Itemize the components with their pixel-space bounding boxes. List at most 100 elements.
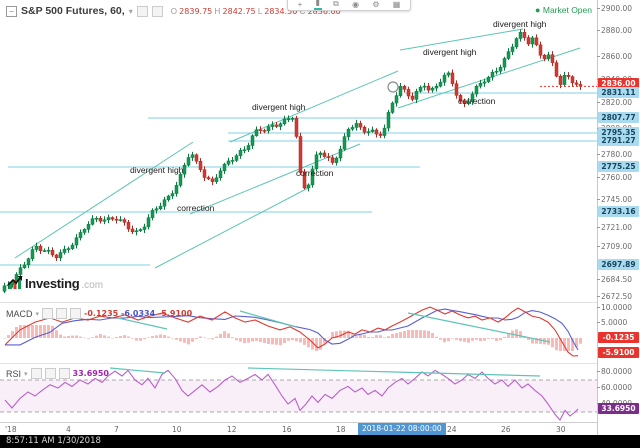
macd-histogram-bar <box>319 338 322 350</box>
rsi-divergence-line <box>247 367 541 377</box>
price-tick-label: 2721.00 <box>596 223 633 232</box>
candle-body <box>38 245 43 251</box>
rsi-divergence-line <box>109 367 166 374</box>
candle-body <box>158 205 163 209</box>
candle-body <box>286 118 291 120</box>
trash-icon[interactable]: ▦ <box>392 0 401 9</box>
macd-histogram-bar <box>347 330 350 338</box>
plus-icon[interactable]: + <box>297 0 303 9</box>
macd-histogram-bar <box>91 337 94 338</box>
time-tick-label: 30 <box>556 425 566 434</box>
price-tick-label: 2672.50 <box>596 292 633 301</box>
macd-settings-icon[interactable] <box>42 308 54 319</box>
trendline <box>154 186 311 269</box>
macd-histogram-bar <box>355 336 358 338</box>
annotation-correction: correction <box>177 203 215 213</box>
macd-histogram-bar <box>379 335 382 338</box>
chevron-down-icon[interactable]: ▾ <box>128 6 133 16</box>
candle-body <box>282 118 287 124</box>
collapse-icon[interactable]: − <box>6 5 17 17</box>
candle-body <box>398 86 403 96</box>
rsi-close-icon[interactable] <box>58 368 70 379</box>
rsi-eye-icon[interactable] <box>44 368 56 379</box>
macd-histogram-bar <box>255 338 258 341</box>
candle-body <box>170 193 175 197</box>
macd-histogram-bar <box>211 338 214 340</box>
macd-histogram-bar <box>71 335 74 338</box>
candle-body <box>458 95 463 102</box>
status-dot-icon: ● <box>535 5 541 15</box>
candle-body <box>350 127 355 130</box>
price-tick-label: 2820.00 <box>596 98 633 107</box>
candle-body <box>122 219 127 223</box>
macd-histogram-bar <box>527 338 530 340</box>
candle-body <box>26 258 31 266</box>
candle-body <box>234 155 239 161</box>
candle-body <box>402 86 407 90</box>
candle-body <box>46 250 51 252</box>
candle-body <box>70 244 75 249</box>
candle-body <box>106 217 111 221</box>
candle-body <box>90 218 95 225</box>
macd-histogram-bar <box>215 336 218 338</box>
last-price-badge: 2836.00 <box>598 78 639 89</box>
candle-body <box>190 154 195 158</box>
time-axis[interactable]: '18 4 7 10 12 16 18 24 26 30 2018-01-22 08:00:00 <box>0 422 597 436</box>
annotation-divergent-high: divergent high <box>423 47 477 57</box>
candle-body <box>30 249 35 259</box>
drawing-toolbar[interactable]: + ▮ ⧉ ◉ ⚙ ▦ <box>287 0 411 11</box>
macd-histogram-bar <box>131 338 134 339</box>
macd-histogram-bar <box>219 333 222 338</box>
pane-separator[interactable] <box>0 302 597 303</box>
candle-body <box>530 37 535 45</box>
gear-icon[interactable]: ⚙ <box>372 0 380 9</box>
candle-body <box>274 124 279 127</box>
candle-body <box>554 62 559 77</box>
macd-histogram-bar <box>47 325 50 338</box>
candle-body <box>254 129 259 136</box>
chevron-down-icon[interactable]: ▾ <box>24 370 28 378</box>
macd-histogram-bar <box>515 329 518 338</box>
indicator-settings-icon[interactable] <box>151 5 163 17</box>
candle-body <box>550 54 555 63</box>
rsi-label[interactable]: RSI <box>6 368 22 379</box>
macd-histogram-bar <box>555 338 558 351</box>
candle-body <box>86 224 91 230</box>
candle-body <box>430 87 435 91</box>
camera-icon[interactable]: ◉ <box>352 0 360 9</box>
candle-body <box>50 250 55 256</box>
symbol-title[interactable]: S&P 500 Futures, 60, <box>21 5 125 17</box>
candles-icon[interactable]: ▮ <box>313 0 322 10</box>
candle-body <box>390 102 395 113</box>
candle-body <box>422 85 427 88</box>
macd-histogram-bar <box>447 338 450 342</box>
macd-histogram-bar <box>259 338 262 342</box>
candle-body <box>126 222 131 230</box>
rsi-settings-icon[interactable] <box>30 368 42 379</box>
macd-histogram-bar <box>203 337 206 338</box>
candle-body <box>258 129 263 131</box>
macd-tick-label: 10.0000 <box>596 303 633 312</box>
pane-separator[interactable] <box>0 363 597 364</box>
annotation-correction: correction <box>296 168 334 178</box>
chart-style-icon[interactable] <box>136 5 148 17</box>
price-level-badge: 2775.25 <box>598 161 639 172</box>
macd-close-icon[interactable] <box>70 308 82 319</box>
chart-legend: − S&P 500 Futures, 60, ▾ O 2839.75 H 284… <box>6 5 341 17</box>
candle-body <box>114 218 119 221</box>
macd-histogram-bar <box>83 337 86 339</box>
macd-label[interactable]: MACD <box>6 308 33 319</box>
price-level-badge: 2807.77 <box>598 112 639 123</box>
macd-histogram-bar <box>387 336 390 338</box>
macd-eye-icon[interactable] <box>56 308 68 319</box>
ohlc-readout: O 2839.75 H 2842.75 L 2834.50 C 2836.00 <box>170 6 341 16</box>
macd-histogram-bar <box>299 338 302 343</box>
macd-histogram-bar <box>363 334 366 338</box>
chevron-down-icon[interactable]: ▾ <box>35 310 40 318</box>
chart-canvas[interactable] <box>0 0 640 435</box>
macd-histogram-bar <box>503 336 506 338</box>
compare-icon[interactable]: ⧉ <box>333 0 339 8</box>
macd-histogram-bar <box>39 325 42 338</box>
candle-body <box>202 169 207 178</box>
price-axis[interactable]: 2900.002880.002860.002840.002820.002800.… <box>596 0 640 435</box>
